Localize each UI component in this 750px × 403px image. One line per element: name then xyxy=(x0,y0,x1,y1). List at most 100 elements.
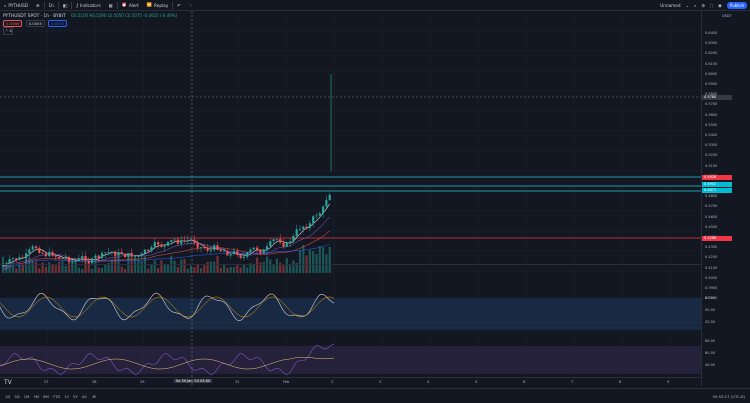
volume-bar xyxy=(133,257,137,273)
moving-average-line xyxy=(2,243,330,271)
replay-button[interactable]: ⏪ Replay xyxy=(143,0,172,11)
candle-body xyxy=(94,255,97,259)
candle-body xyxy=(242,256,245,258)
volume-bar xyxy=(160,260,163,273)
volume-bar xyxy=(31,260,34,273)
top-toolbar: ⌕ PYTHUSD ⊕ 1h ▮▯ ƒ Indicators ▦ ⏰ Alert… xyxy=(0,0,750,11)
volume-bar xyxy=(77,267,80,273)
indicator-collapse[interactable]: ^ 4 xyxy=(3,27,13,35)
volume-bar xyxy=(84,262,87,273)
candle-body xyxy=(272,239,275,242)
volume-bar xyxy=(5,264,8,273)
volume-bar xyxy=(275,258,278,273)
time-tick-label: 2 xyxy=(331,380,334,384)
divider xyxy=(172,1,174,9)
pane-separator[interactable] xyxy=(0,264,701,265)
volume-bar xyxy=(18,264,21,273)
rsi-ma-line xyxy=(0,356,335,370)
volume-bar xyxy=(269,259,272,273)
candle-body xyxy=(8,259,11,264)
candle-body xyxy=(203,247,206,249)
camera-icon[interactable]: ◉ xyxy=(718,3,722,8)
redo-button[interactable]: ↷ xyxy=(185,0,197,11)
candle-body xyxy=(133,256,137,257)
volume-bar xyxy=(292,260,295,273)
timeframe-button[interactable]: 6M xyxy=(43,393,49,399)
time-tick-label: 4 xyxy=(427,380,430,384)
price-tick-label: 0.5400 xyxy=(705,133,718,137)
clock[interactable]: 00:53:27 (UTC-8) xyxy=(712,394,745,399)
symbol-search[interactable]: ⌕ PYTHUSD xyxy=(0,0,32,11)
chevron-down-icon[interactable]: ⌄ xyxy=(685,3,690,8)
timeframe-button[interactable]: 3M xyxy=(33,393,40,399)
layout-name[interactable]: Unnamed xyxy=(660,3,681,8)
timeframe-button[interactable]: YTD xyxy=(52,393,61,399)
time-axis[interactable]: 2728293031Feb23456789 Sa 30 Jan '24 03:0… xyxy=(0,377,701,386)
volume-bar xyxy=(322,247,325,273)
buy-price[interactable]: 0.5072 xyxy=(48,19,68,27)
time-tick-label: 8 xyxy=(619,380,622,384)
undo-button[interactable]: ↶ xyxy=(173,0,185,11)
osc2-band xyxy=(0,346,701,374)
timeframe-button[interactable]: 5Y xyxy=(73,393,78,399)
divider xyxy=(71,1,73,9)
timeframe-button[interactable]: 5D xyxy=(14,393,20,399)
timeframe-button[interactable]: 1D xyxy=(5,393,11,399)
volume-bar xyxy=(67,260,71,273)
candle-body xyxy=(269,241,272,247)
timeframe-button[interactable]: 1M xyxy=(23,393,30,399)
volume-bar xyxy=(193,267,196,273)
candle-body xyxy=(239,254,242,258)
indicators-button[interactable]: ƒ Indicators xyxy=(72,0,104,11)
alert-button[interactable]: ⏰ Alert xyxy=(118,0,143,11)
timeframe-button[interactable]: 1Y xyxy=(64,393,70,399)
candle-body xyxy=(114,251,117,256)
price-axis[interactable]: USDT 0.6400 0.6300 0.6200 0.6100 0.6000 0.590… xyxy=(701,11,750,386)
volume-bar xyxy=(11,265,14,273)
legend-title[interactable]: PYTHUSDT SPOT · 1h · BYBIT xyxy=(3,14,66,19)
gear-icon[interactable]: ⚙ xyxy=(701,3,706,8)
candle-body xyxy=(41,252,44,254)
search-icon[interactable]: ⌕ xyxy=(694,3,697,8)
candle-body xyxy=(176,239,179,244)
price-tick-label: 0.5600 xyxy=(705,112,718,117)
alert-label: Alert xyxy=(128,2,139,8)
publish-button[interactable]: Publish xyxy=(726,2,747,9)
timeframe-button[interactable]: All xyxy=(81,393,87,399)
candle-body xyxy=(173,239,176,241)
interval-button[interactable]: 1h xyxy=(45,0,58,11)
chart-area[interactable]: TV xyxy=(0,11,701,386)
candle-body xyxy=(18,257,21,260)
price-tick-label: 0.4700 xyxy=(705,204,718,209)
volume-bar xyxy=(249,263,252,273)
volume-bar xyxy=(298,250,302,273)
volume-bar xyxy=(239,267,242,273)
candle-body xyxy=(328,194,331,201)
volume-bar xyxy=(38,268,41,273)
currency-label[interactable]: USDT xyxy=(722,14,732,18)
candle-body xyxy=(97,255,100,258)
date-range-icon[interactable]: ⊞ xyxy=(92,393,96,399)
time-tick-label: 27 xyxy=(44,380,49,384)
compare-button[interactable]: ⊕ xyxy=(32,0,44,11)
candle-body xyxy=(302,226,305,229)
fullscreen-icon[interactable]: ⛶ xyxy=(710,3,714,8)
templates-button[interactable]: ▦ xyxy=(105,0,117,11)
price-tick-label: 0.4500 xyxy=(705,224,718,229)
interval-label: 1h xyxy=(48,2,54,8)
pane-separator[interactable] xyxy=(0,322,701,323)
candle-body xyxy=(325,200,328,207)
zone-a-label: 0.4902 xyxy=(702,182,732,187)
candle-body xyxy=(312,216,315,224)
candle-body xyxy=(44,253,47,257)
volume-bar xyxy=(81,268,84,273)
chart-type-button[interactable]: ▮▯ xyxy=(59,0,72,11)
volume-bar xyxy=(199,268,203,273)
volume-bar xyxy=(325,254,328,273)
candle-body xyxy=(84,256,87,261)
candle-body xyxy=(305,226,308,229)
candle-body xyxy=(107,252,110,253)
sell-price[interactable]: 0.5066 xyxy=(3,19,23,27)
candle-body xyxy=(143,249,146,254)
candle-body xyxy=(127,252,130,258)
